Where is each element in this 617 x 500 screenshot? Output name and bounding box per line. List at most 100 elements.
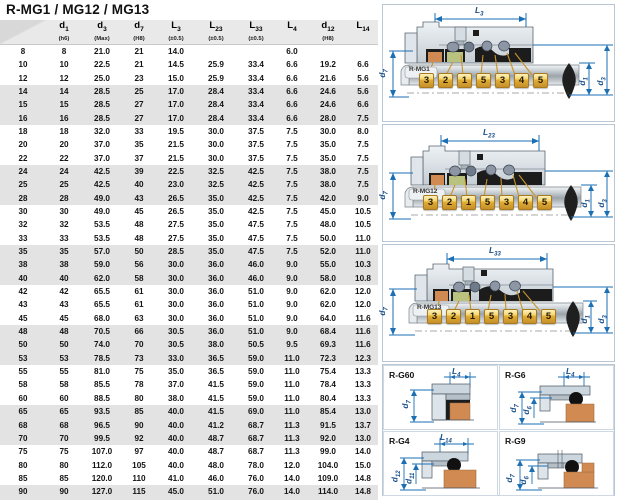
table-cell-d7: 97 <box>122 445 156 459</box>
table-cell-L14: 7.5 <box>348 111 378 125</box>
table-cell-d7: 75 <box>122 365 156 379</box>
small-dim-left-3b: d11 <box>403 472 417 485</box>
table-cell-L4: 12.0 <box>276 458 308 472</box>
table-row: 12 12 25.0 23 15.0 25.9 33.4 6.6 21.6 5.6 <box>0 71 378 85</box>
table-cell-L23: 41.5 <box>196 405 236 419</box>
table-cell-d12: 55.0 <box>308 258 348 272</box>
table-cell-L4: 14.0 <box>276 498 308 500</box>
table-cell-d7: 48 <box>122 218 156 232</box>
table-cell-d12: 109.0 <box>308 471 348 486</box>
small-fig-label-r-g60: R-G60 <box>389 370 415 380</box>
table-cell-L3: 30.5 <box>156 338 196 352</box>
table-cell-d7: 58 <box>122 271 156 286</box>
table-cell-d3: 62.0 <box>82 271 122 286</box>
table-cell-d3: 28.5 <box>82 84 122 99</box>
table-cell-L33: 42.5 <box>236 164 276 179</box>
spec-table-body: 8 8 21.0 21 14.0 6.0 10 10 22.5 21 14.5 25.9 33.4 6.6… <box>0 44 378 500</box>
callout-badge: 5 <box>541 309 556 324</box>
table-cell-d1: 12 <box>46 71 82 85</box>
table-cell-d1: 42 <box>46 285 82 299</box>
table-cell-d1: 50 <box>46 338 82 352</box>
table-cell-L4: 6.6 <box>276 58 308 72</box>
table-cell-L4: 9.0 <box>276 311 308 326</box>
table-cell-d1: 80 <box>46 458 82 472</box>
table-cell-L23: 36.0 <box>196 258 236 272</box>
table-cell-L4: 11.3 <box>276 445 308 459</box>
table-cell-d3: 68.0 <box>82 311 122 326</box>
callout-badge: 4 <box>518 195 533 210</box>
figure-r-g6-drawing <box>518 372 596 425</box>
callout-badge: 3 <box>419 73 434 88</box>
table-cell-L33: 47.5 <box>236 231 276 246</box>
spec-table: d1 (h6) d3 (Max) d7 (H8) L3 (±0.5) L23 (±0.5)… <box>0 20 378 500</box>
table-cell-L14: 6.6 <box>348 98 378 112</box>
table-cell-L14: 11.0 <box>348 231 378 246</box>
table-row: 55 55 81.0 75 35.0 36.5 59.0 11.0 75.4 13.3 <box>0 365 378 379</box>
table-cell-d12: 28.0 <box>308 111 348 125</box>
table-cell-d12: 38.0 <box>308 178 348 192</box>
table-cell-size: 45 <box>0 311 46 326</box>
table-cell-L23: 36.5 <box>196 365 236 379</box>
table-cell-L33: 59.0 <box>236 351 276 366</box>
table-cell-d3: 78.5 <box>82 351 122 366</box>
table-cell-L4: 14.0 <box>276 471 308 486</box>
table-cell-size: 8 <box>0 44 46 59</box>
table-cell-L3: 38.0 <box>156 391 196 406</box>
table-cell-L4: 7.5 <box>276 191 308 206</box>
table-cell-d1: 60 <box>46 391 82 406</box>
figure-r-mg1-drawing <box>389 13 613 99</box>
table-row: 38 38 59.0 56 30.0 36.0 46.0 9.0 55.0 10.3 <box>0 258 378 272</box>
table-cell-L3: 15.0 <box>156 71 196 85</box>
table-cell-size: 33 <box>0 231 46 246</box>
table-cell-L4: 9.0 <box>276 285 308 299</box>
callout-badge: 3 <box>423 195 438 210</box>
table-cell-L3: 46.0 <box>156 498 196 500</box>
callout-badge: 5 <box>484 309 499 324</box>
table-cell-L4: 6.6 <box>276 111 308 125</box>
table-cell-L3: 17.0 <box>156 84 196 99</box>
table-row: 9595132.012046.051.076.014.0120.315.8 <box>0 498 378 500</box>
dim-d7-label-3: d7 <box>376 307 390 316</box>
table-cell-d3: 132.0 <box>82 498 122 500</box>
table-cell-L23: 32.5 <box>196 178 236 192</box>
table-cell-d3: 107.0 <box>82 445 122 459</box>
table-cell-L3: 14.5 <box>156 58 196 72</box>
table-cell-L33: 69.0 <box>236 405 276 419</box>
header-cell-L14: L14 <box>348 20 378 45</box>
table-row: 85 85 120.0 110 41.0 46.0 76.0 14.0 109.0 14.8 <box>0 471 378 486</box>
table-cell-L23: 36.0 <box>196 271 236 286</box>
small-dim-top-2: L4 <box>566 366 575 379</box>
table-cell-d7: 33 <box>122 124 156 139</box>
table-cell-L14: 14.8 <box>348 471 378 486</box>
table-cell-d12: 50.0 <box>308 231 348 246</box>
table-cell-d1: 75 <box>46 445 82 459</box>
table-cell-size: 40 <box>0 271 46 286</box>
dim-d3-label-1: d3 <box>594 77 608 86</box>
table-row: 48 48 70.5 66 30.5 36.0 51.0 9.0 68.4 11.6 <box>0 325 378 339</box>
dim-d1-label-2: d1 <box>578 199 592 208</box>
table-cell-d12: 24.6 <box>308 84 348 99</box>
header-cell-L23: L23 (±0.5) <box>196 20 236 45</box>
table-cell-L23: 36.5 <box>196 351 236 366</box>
table-cell-L4: 7.5 <box>276 124 308 139</box>
table-cell-d3: 120.0 <box>82 471 122 486</box>
table-cell-d3: 81.0 <box>82 365 122 379</box>
table-cell-L4: 6.6 <box>276 84 308 99</box>
table-cell-d12: 104.0 <box>308 458 348 472</box>
table-cell-L3: 28.5 <box>156 245 196 259</box>
figure-r-g60: R-G60 L4 d7 <box>383 365 498 430</box>
table-cell-d3: 28.5 <box>82 111 122 125</box>
table-row: 22 22 37.0 37 21.5 30.0 37.5 7.5 35.0 7.5 <box>0 151 378 165</box>
table-cell-L4: 11.0 <box>276 378 308 392</box>
table-cell-d12 <box>308 44 348 59</box>
table-cell-d3: 42.5 <box>82 178 122 192</box>
table-row: 60 60 88.5 80 38.0 41.5 59.0 11.0 80.4 13.3 <box>0 391 378 406</box>
figure-r-g9: R-G9 d7 d6 <box>499 431 614 496</box>
callout-badge: 2 <box>438 73 453 88</box>
table-cell-L23 <box>196 44 236 59</box>
table-cell-L3: 30.0 <box>156 271 196 286</box>
table-cell-size: 48 <box>0 325 46 339</box>
table-cell-d7: 105 <box>122 458 156 472</box>
